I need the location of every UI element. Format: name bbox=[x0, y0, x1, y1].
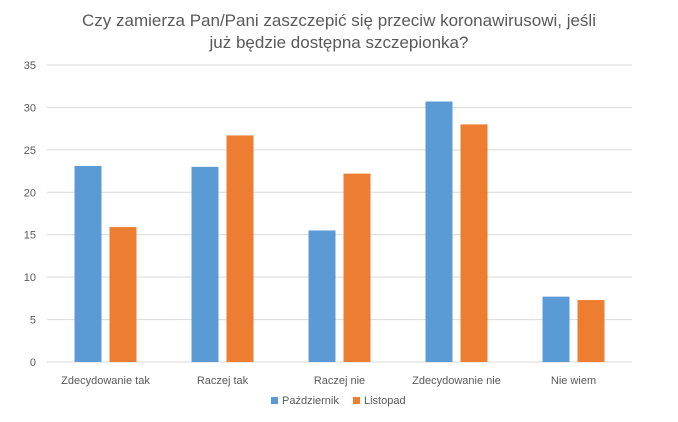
y-tick-label: 15 bbox=[24, 230, 36, 242]
x-tick-label: Raczej nie bbox=[314, 375, 365, 387]
legend-swatch-1 bbox=[353, 397, 360, 404]
y-tick-label: 0 bbox=[30, 357, 36, 369]
chart-title-line-1: Czy zamierza Pan/Pani zaszczepić się prz… bbox=[82, 11, 596, 30]
y-tick-label: 35 bbox=[24, 60, 36, 72]
y-tick-label: 30 bbox=[24, 102, 36, 114]
y-tick-label: 5 bbox=[30, 315, 36, 327]
bar-pazdziernik-0 bbox=[74, 165, 102, 362]
bar-pazdziernik-4 bbox=[542, 296, 570, 362]
legend-swatch-0 bbox=[271, 397, 278, 404]
y-tick-label: 20 bbox=[24, 187, 36, 199]
bar-pazdziernik-2 bbox=[308, 230, 336, 362]
x-tick-label: Zdecydowanie nie bbox=[412, 375, 501, 387]
chart-title-line-2: już będzie dostępna szczepionka? bbox=[209, 33, 469, 52]
y-tick-label: 25 bbox=[24, 145, 36, 157]
legend-label-1: Listopad bbox=[364, 395, 406, 407]
bar-pazdziernik-3 bbox=[425, 101, 453, 362]
bar-pazdziernik-1 bbox=[191, 166, 219, 362]
bar-listopad-0 bbox=[109, 227, 137, 362]
bar-listopad-3 bbox=[460, 124, 488, 363]
bar-listopad-1 bbox=[226, 135, 254, 362]
x-tick-label: Zdecydowanie tak bbox=[61, 375, 150, 387]
x-tick-label: Raczej tak bbox=[197, 375, 249, 387]
bar-listopad-4 bbox=[577, 300, 605, 362]
x-tick-label: Nie wiem bbox=[551, 375, 596, 387]
legend-label-0: Październik bbox=[282, 395, 339, 407]
bar-listopad-2 bbox=[343, 173, 371, 362]
y-tick-label: 10 bbox=[24, 272, 36, 284]
